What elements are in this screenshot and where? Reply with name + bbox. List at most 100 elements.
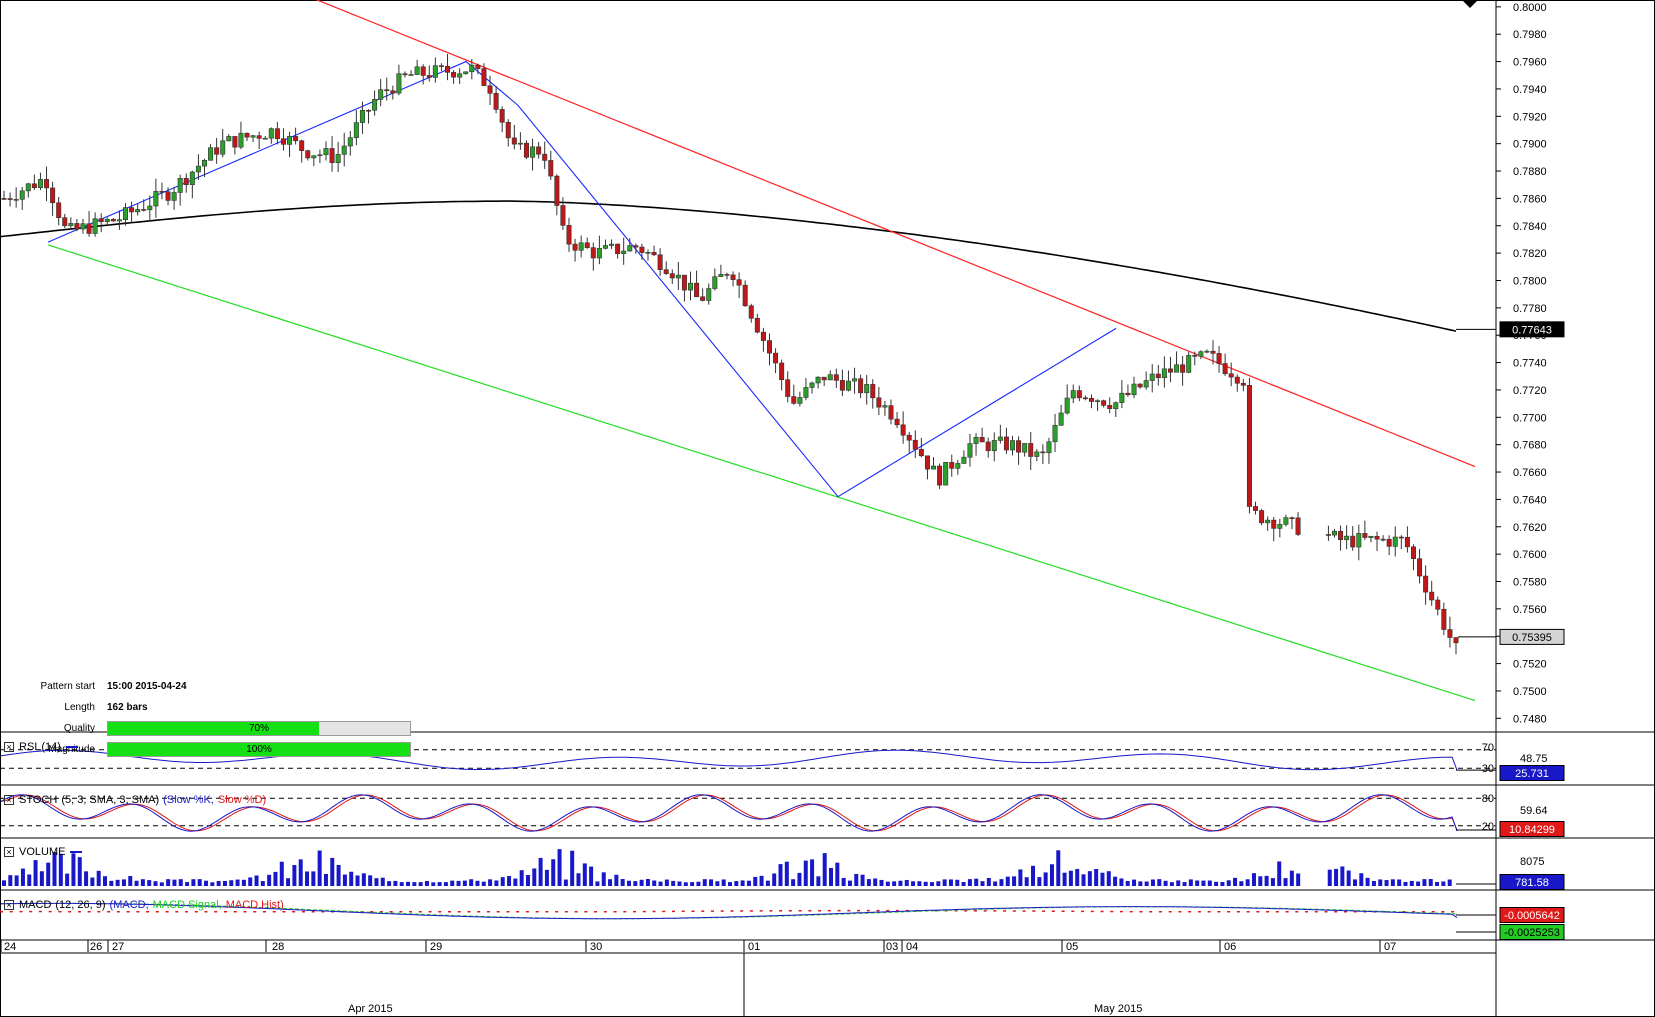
macd-hist-bar	[633, 910, 637, 913]
volume-bar	[279, 861, 284, 886]
volume-bar	[1018, 869, 1023, 886]
bearish-candle	[1441, 608, 1447, 630]
volume-bar	[1334, 868, 1339, 886]
bearish-candle	[754, 317, 760, 333]
length-value: 162 bars	[107, 702, 148, 713]
macd-hist-bar	[983, 910, 987, 912]
bullish-candle	[317, 154, 323, 157]
bullish-candle	[378, 89, 384, 100]
bearish-candle	[1222, 363, 1228, 375]
bearish-candle	[548, 160, 554, 177]
bullish-candle	[414, 66, 420, 75]
volume-bar	[860, 874, 865, 886]
macd-hist-bar	[1120, 910, 1123, 913]
volume-bar	[178, 879, 183, 886]
bearish-candle	[451, 72, 457, 78]
volume-bar	[879, 879, 884, 886]
bullish-candle	[287, 136, 293, 145]
macd-hist-bar	[1090, 910, 1094, 913]
macd-hist-bar	[1139, 910, 1143, 913]
macd-hist-bar	[798, 909, 802, 912]
macd-hist-bar	[409, 911, 413, 913]
rsi-close-icon[interactable]: ×	[4, 742, 14, 752]
bullish-candle	[1344, 535, 1350, 541]
macd-hist-bar	[1149, 911, 1153, 913]
rsi-title: × RSI (14)	[4, 741, 78, 753]
stoch-close-icon[interactable]: ×	[4, 795, 14, 805]
macd-hist-bar	[87, 911, 91, 913]
bearish-candle	[1040, 451, 1046, 454]
macd-hist-bar	[1305, 911, 1309, 913]
volume-bar	[608, 879, 613, 886]
quality-value: 70%	[248, 723, 269, 734]
macd-hist-bar	[564, 911, 568, 913]
price-tick-label: 0.7560	[1513, 604, 1547, 616]
volume-bar	[1207, 880, 1212, 886]
volume-bar	[172, 879, 177, 886]
volume-bar	[128, 876, 133, 886]
volume-close-icon[interactable]: ×	[4, 847, 14, 857]
macd-hist-bar	[740, 910, 744, 912]
bullish-candle	[19, 190, 25, 200]
bearish-candle	[98, 218, 104, 222]
bearish-candle	[858, 378, 864, 394]
macd-hist-bar	[1441, 911, 1445, 913]
volume-title: × VOLUME	[4, 846, 83, 858]
volume-bar	[210, 882, 215, 886]
volume-bar	[1150, 879, 1155, 886]
volume-bar	[58, 853, 63, 886]
bullish-candle	[1283, 517, 1289, 525]
volume-bar	[121, 879, 126, 886]
bullish-candle	[335, 154, 341, 163]
macd-close-icon[interactable]: ×	[4, 900, 14, 910]
volume-bar	[1226, 880, 1231, 886]
volume-bar	[349, 871, 354, 886]
bearish-candle	[1380, 538, 1386, 541]
macd-hist-bar	[769, 910, 773, 912]
bearish-candle	[1404, 537, 1410, 548]
bearish-candle	[742, 284, 748, 307]
bearish-candle	[979, 436, 985, 443]
price-tick-label: 0.7960	[1513, 57, 1547, 69]
stoch-20-label: 20	[1482, 821, 1494, 833]
bearish-candle	[1271, 519, 1277, 529]
volume-bar	[1422, 879, 1427, 886]
volume-bar	[197, 879, 202, 886]
volume-bar	[115, 879, 120, 886]
bearish-candle	[779, 362, 785, 381]
bearish-candle	[633, 245, 639, 248]
volume-bar	[1435, 881, 1440, 886]
volume-bar	[772, 873, 777, 886]
bullish-candle	[1046, 441, 1052, 454]
bullish-candle	[675, 274, 681, 279]
volume-bar	[437, 882, 442, 886]
macd-hist-bar	[642, 910, 646, 913]
main-price-plot	[0, 0, 1496, 702]
bearish-candle	[1259, 510, 1265, 524]
macd-params: (12, 26, 9)	[55, 899, 106, 911]
bullish-candle	[1131, 383, 1137, 396]
volume-bar	[254, 875, 259, 886]
bullish-candle	[341, 145, 347, 155]
volume-bar	[1144, 881, 1149, 886]
bullish-candle	[353, 122, 359, 139]
bullish-candle	[1034, 451, 1040, 457]
bearish-candle	[839, 380, 845, 391]
volume-bar	[570, 850, 575, 886]
day-label: 28	[272, 941, 284, 953]
macd-hist-bar	[399, 911, 403, 913]
indicator-value-labels: 0.77643 0.75395 70 30 48.75 25.731 80 20 59.64 10…	[1482, 321, 1565, 940]
bearish-candle	[730, 274, 736, 280]
bearish-candle	[924, 455, 930, 470]
bearish-candle	[1192, 355, 1198, 357]
bullish-candle	[177, 178, 183, 193]
macd-hist-bar	[321, 911, 325, 913]
bearish-candle	[1423, 575, 1429, 593]
macd-hist-bar	[146, 911, 150, 913]
macd-hist-bar	[574, 911, 578, 913]
bullish-candle	[25, 183, 31, 192]
moving-average-line	[0, 200, 1457, 332]
bullish-candle	[13, 199, 19, 201]
volume-bar	[847, 880, 852, 886]
bullish-candle	[1331, 530, 1337, 536]
